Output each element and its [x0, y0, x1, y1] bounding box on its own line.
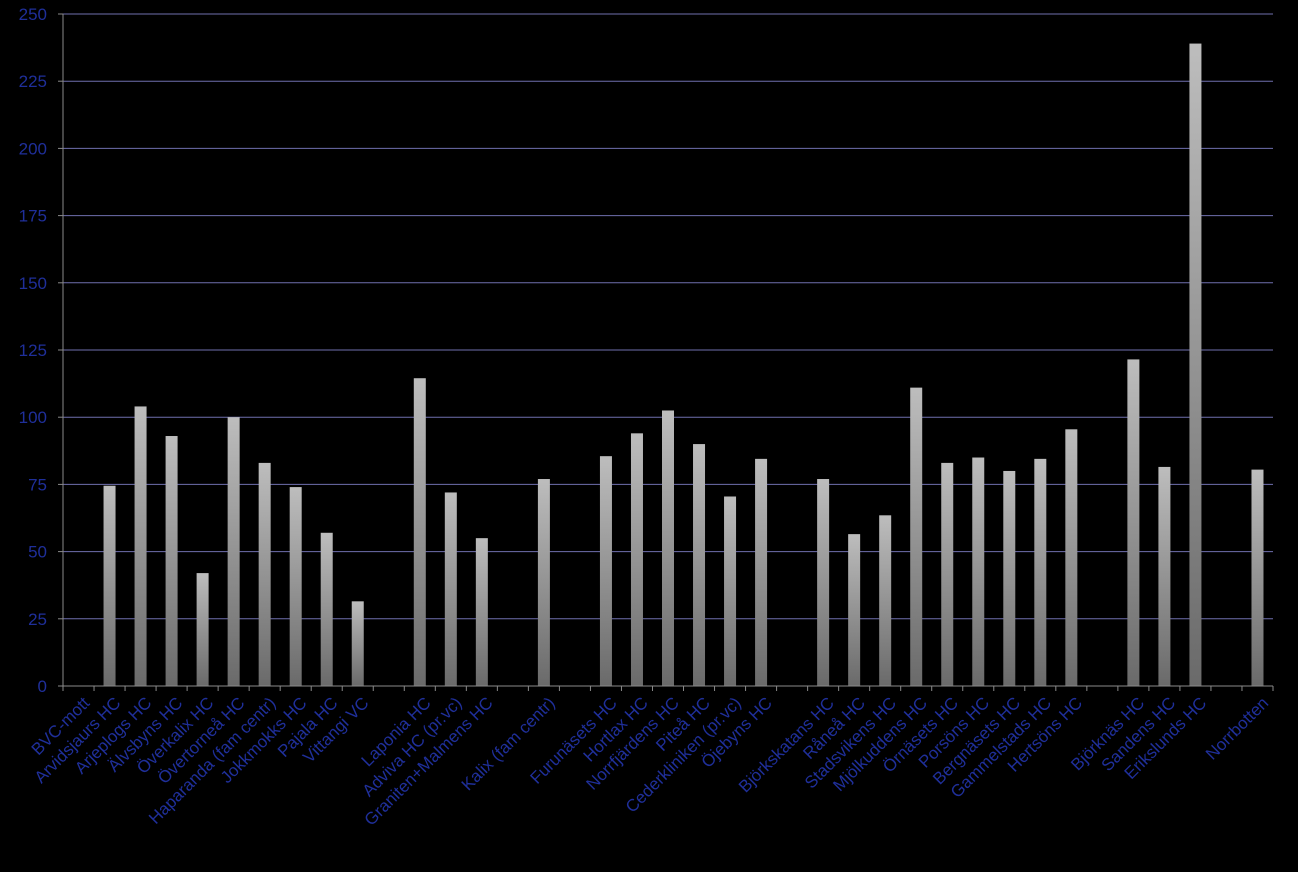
bars: [103, 43, 1264, 687]
bar: [910, 387, 923, 686]
bar: [1065, 429, 1078, 686]
bar: [475, 538, 488, 686]
bar: [817, 479, 830, 686]
bar: [444, 492, 457, 686]
y-tick-label: 200: [19, 139, 47, 158]
bar: [879, 515, 892, 686]
bar: [351, 601, 364, 686]
y-tick-label: 225: [19, 72, 47, 91]
bar: [258, 462, 271, 686]
bar: [972, 457, 985, 686]
bar: [1034, 458, 1047, 686]
y-tick-label: 250: [19, 5, 47, 24]
bar: [196, 573, 209, 686]
bar: [1003, 470, 1016, 686]
bar: [1127, 359, 1140, 686]
bar: [755, 458, 768, 686]
y-axis-tick-labels: 0 25 50 75 100 125 150 175 200 225 250: [19, 5, 47, 696]
bar: [848, 534, 861, 686]
bar: [1189, 43, 1202, 687]
bar: [724, 496, 737, 686]
bar: [537, 479, 550, 686]
bar: [134, 406, 147, 686]
bar: [1158, 466, 1171, 686]
y-tick-label: 150: [19, 274, 47, 293]
y-tick-label: 100: [19, 408, 47, 427]
bar: [227, 417, 240, 686]
bar: [662, 410, 674, 686]
bar: [320, 532, 333, 686]
bar: [413, 378, 426, 686]
axes: [58, 13, 1274, 691]
y-tick-label: 50: [28, 543, 47, 562]
y-tick-label: 175: [19, 207, 47, 226]
bar: [289, 487, 302, 686]
bar: [630, 433, 643, 686]
bar: [941, 462, 954, 686]
y-tick-label: 75: [28, 475, 47, 494]
bar: [693, 444, 706, 686]
bar: [599, 456, 612, 686]
bar: [165, 436, 178, 686]
y-tick-label: 0: [38, 677, 47, 696]
y-tick-label: 125: [19, 341, 47, 360]
bar: [1251, 469, 1264, 686]
y-tick-label: 25: [28, 610, 47, 629]
bar: [103, 485, 116, 686]
